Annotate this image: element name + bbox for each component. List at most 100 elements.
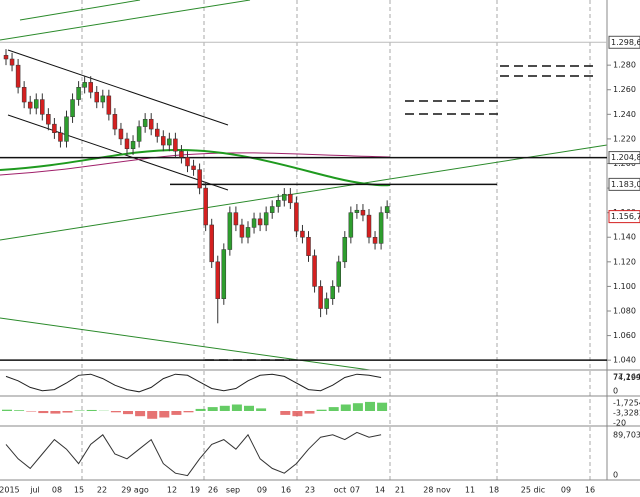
y-tick-label: 1.120	[613, 257, 636, 266]
candle-body	[27, 101, 33, 109]
x-tick-label: -2015	[0, 486, 20, 495]
candle-body	[185, 157, 190, 167]
candle-body	[324, 298, 329, 309]
candle-body	[336, 261, 341, 287]
x-tick-label: 28 nov	[423, 486, 451, 495]
candle-body	[318, 286, 323, 309]
candle-body	[245, 227, 251, 238]
macd-bar	[377, 402, 388, 411]
level-label-box	[608, 35, 640, 49]
stochastic-label: 77,264	[613, 373, 640, 382]
x-tick-label: 16	[281, 486, 291, 495]
candle-body	[257, 218, 263, 226]
x-tick-label: 25 dic	[521, 486, 545, 495]
candle-body	[136, 126, 142, 142]
macd-bar	[26, 411, 37, 412]
y-tick-label: 1.080	[613, 306, 636, 315]
candle-body	[227, 212, 233, 250]
level-label: 1.183,0	[611, 180, 640, 189]
macd-label: -3,3281	[613, 409, 640, 418]
candle-body	[21, 87, 27, 103]
level-label-box	[608, 177, 640, 191]
candle-body	[161, 136, 166, 146]
macd-bar	[110, 411, 121, 413]
candle-body	[167, 138, 172, 146]
candle-body	[209, 224, 214, 263]
candle-body	[3, 55, 9, 60]
candle-body	[173, 138, 178, 152]
macd-bar	[38, 411, 49, 414]
x-tick-label: 23	[305, 486, 315, 495]
macd-bar	[365, 401, 375, 411]
candle-body	[203, 187, 208, 226]
x-tick-label: 07	[350, 486, 360, 495]
macd-bar	[183, 411, 194, 413]
x-tick-label: 09	[257, 486, 267, 495]
macd-bar	[219, 405, 230, 411]
macd-bar	[280, 411, 291, 415]
macd-bar	[207, 407, 218, 411]
y-tick-label: 1.100	[613, 282, 636, 291]
candle-body	[191, 165, 196, 170]
macd-bar	[244, 405, 254, 411]
x-tick-label: 12	[167, 486, 177, 495]
y-tick-label: 1.040	[613, 356, 636, 365]
candle-body	[306, 236, 311, 256]
x-tick-label: 21	[395, 486, 405, 495]
x-tick-label: 26	[208, 486, 218, 495]
x-tick-label: 18	[489, 486, 499, 495]
macd-bar	[340, 404, 351, 411]
candle-body	[276, 200, 281, 207]
stochastic-label: 74,199	[613, 373, 640, 382]
y-tick-label: 1.220	[613, 134, 636, 143]
macd-bar	[62, 411, 73, 413]
vertical-grid	[81, 0, 591, 480]
candle-body	[124, 138, 130, 149]
candle-body	[34, 99, 39, 109]
candle-body	[64, 116, 69, 142]
candle-body	[112, 114, 118, 130]
candle-body	[312, 255, 317, 287]
y-tick-label: 1.280	[613, 61, 636, 70]
candle-body	[142, 118, 148, 127]
candle-body	[354, 209, 360, 213]
candle-body	[348, 212, 354, 238]
candle-body	[76, 87, 81, 100]
candle-body	[52, 123, 57, 134]
macd-bar	[147, 411, 158, 419]
candle-body	[94, 91, 99, 103]
candle-body	[288, 193, 293, 204]
macd-bar	[328, 407, 339, 411]
macd-label: -1,7254	[613, 399, 640, 408]
macd-bar	[14, 410, 25, 411]
macd-bar	[316, 409, 327, 411]
candle-body	[148, 118, 154, 130]
candle-body	[330, 286, 335, 299]
candle-body	[239, 224, 245, 238]
candle-body	[130, 141, 136, 149]
y-tick-label: 1.240	[613, 110, 636, 119]
candle-body	[221, 249, 227, 299]
candle-body	[233, 212, 239, 226]
candle-body	[282, 193, 287, 201]
x-tick-label: sep	[226, 486, 240, 495]
macd-bar	[231, 404, 242, 411]
level-label: 1.204,8	[611, 153, 640, 162]
macd-bar	[135, 411, 146, 417]
candle-body	[342, 236, 348, 263]
macd-label: -20	[613, 419, 626, 428]
x-tick-label: 09	[561, 486, 571, 495]
candle-body	[294, 202, 299, 232]
macd-bar	[2, 409, 12, 411]
candle-body	[215, 261, 220, 299]
candle-body	[40, 99, 45, 115]
x-tick-label: jul	[29, 486, 40, 495]
candle-body	[179, 150, 184, 158]
candle-body	[82, 82, 87, 88]
x-tick-label: 29 ago	[121, 486, 149, 495]
stochastic-line	[5, 373, 382, 393]
oscillator-label: 0	[613, 471, 618, 480]
level-label-box	[608, 151, 640, 165]
